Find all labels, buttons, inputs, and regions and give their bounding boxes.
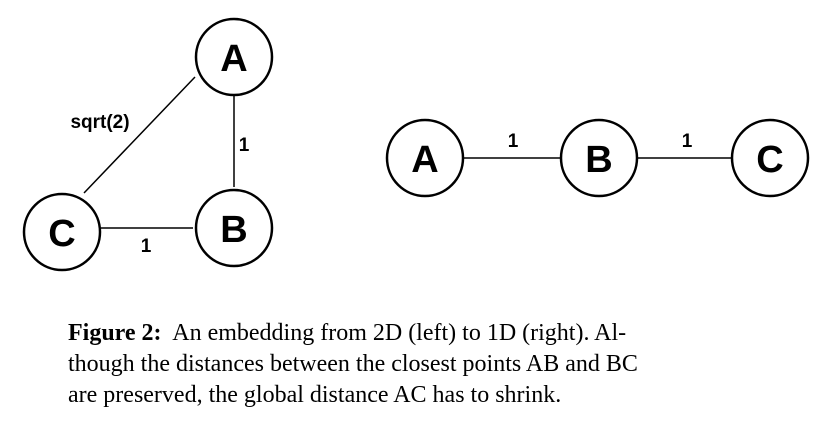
left-node-b-label: B [220,209,247,251]
left-node-a: A [194,17,274,97]
right-node-a-label: A [411,139,438,181]
right-node-c: C [730,118,810,198]
left-edge-cb-label: 1 [141,236,152,257]
right-node-c-label: C [756,139,783,181]
left-edge-ac [83,76,196,194]
caption-line-1: Figure 2: An embedding from 2D (left) to… [68,318,768,349]
left-node-a-label: A [220,38,247,80]
right-node-b-label: B [585,139,612,181]
embedding-diagram: A B C sqrt(2) 1 1 A B C 1 1 [22,17,810,272]
left-node-c-label: C [48,213,75,255]
left-node-b: B [194,188,274,268]
caption-lead: Figure 2: [68,320,162,346]
right-edge-bc-label: 1 [682,131,693,152]
right-node-a: A [385,118,465,198]
left-edge-ab-label: 1 [239,135,250,156]
caption-line-3: are preserved, the global distance AC ha… [68,382,562,408]
figure-caption: Figure 2: An embedding from 2D (left) to… [68,318,768,411]
left-edge-ac-label: sqrt(2) [70,112,129,133]
right-node-b: B [559,118,639,198]
right-edge-ab-label: 1 [508,131,519,152]
left-node-c: C [22,192,102,272]
caption-line-2: though the distances between the closest… [68,351,638,377]
caption-line-1-text: An embedding from 2D (left) to 1D (right… [172,320,627,346]
